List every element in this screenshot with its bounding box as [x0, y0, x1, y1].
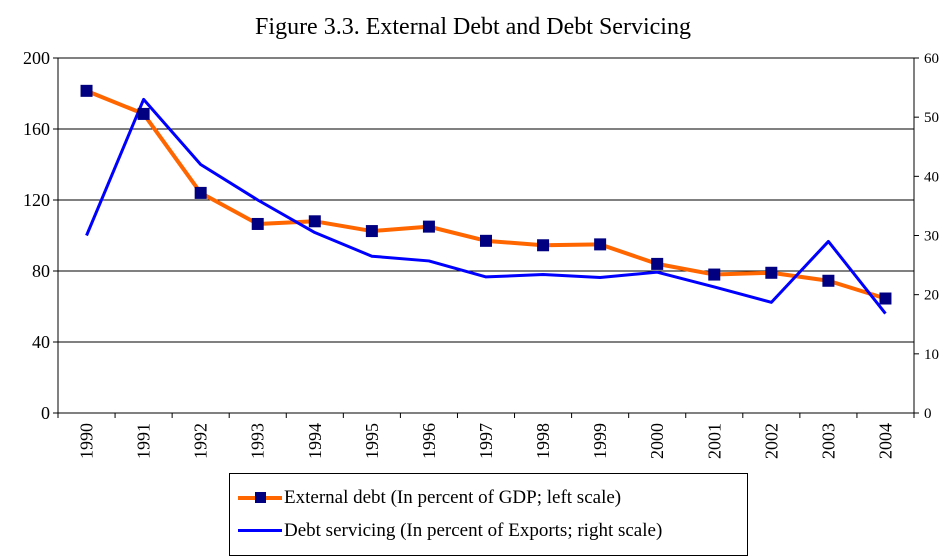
right-tick-label-50: 50	[924, 110, 939, 126]
x-tick-label-2003: 2003	[818, 423, 838, 459]
external-debt-marker-1990	[80, 84, 93, 97]
right-tick-label-10: 10	[924, 347, 939, 363]
x-tick-label-2000: 2000	[647, 423, 667, 459]
external-debt-marker-1998	[537, 239, 550, 252]
x-tick-label-1993: 1993	[248, 423, 268, 459]
external-debt-marker-1995	[365, 225, 378, 238]
x-tick-label-1997: 1997	[476, 423, 496, 459]
external-debt-marker-2001	[708, 268, 721, 281]
external-debt-marker-1993	[251, 217, 264, 230]
chart-title: Figure 3.3. External Debt and Debt Servi…	[255, 14, 691, 40]
legend-swatch-debt-servicing	[238, 523, 282, 539]
right-tick-label-60: 60	[924, 51, 939, 67]
x-tick-label-1991: 1991	[134, 423, 154, 459]
external-debt-marker-1997	[480, 234, 492, 247]
x-tick-label-1996: 1996	[419, 423, 439, 459]
series-line-debt-servicing	[85, 97, 887, 315]
x-tick-label-2001: 2001	[704, 423, 724, 459]
legend-swatch-external-debt	[238, 490, 282, 506]
left-tick-label-0: 0	[41, 403, 50, 423]
legend-item-external-debt: External debt (In percent of GDP; left s…	[238, 484, 621, 512]
external-debt-marker-2004	[879, 292, 892, 305]
legend-label-debt-servicing: Debt servicing (In percent of Exports; r…	[284, 520, 663, 541]
left-tick-label-200: 200	[23, 48, 50, 68]
x-tick-label-1990: 1990	[77, 423, 97, 459]
left-tick-label-160: 160	[23, 119, 50, 139]
external-debt-marker-1992	[194, 186, 207, 199]
left-tick-label-80: 80	[32, 261, 50, 281]
external-debt-marker-1991	[137, 107, 150, 120]
legend-label-external-debt: External debt (In percent of GDP; left s…	[284, 487, 622, 508]
x-tick-label-1992: 1992	[191, 423, 211, 459]
axes	[53, 57, 919, 418]
right-tick-label-30: 30	[924, 229, 939, 245]
x-tick-label-2002: 2002	[761, 423, 781, 459]
right-tick-label-40: 40	[924, 169, 939, 185]
external-debt-marker-1996	[422, 220, 435, 233]
external-debt-marker-2000	[651, 257, 664, 270]
external-debt-marker-1994	[308, 215, 321, 228]
x-tick-label-1999: 1999	[590, 423, 610, 459]
left-tick-label-40: 40	[32, 332, 50, 352]
external-debt-marker-1999	[594, 238, 607, 251]
x-tick-label-1995: 1995	[362, 423, 382, 459]
external-debt-marker-2002	[765, 266, 778, 279]
right-tick-label-0: 0	[924, 406, 932, 422]
right-tick-label-20: 20	[924, 288, 939, 304]
x-tick-label-2004: 2004	[875, 423, 895, 459]
left-tick-label-120: 120	[23, 190, 50, 210]
x-tick-label-1998: 1998	[533, 423, 553, 459]
legend-item-debt-servicing: Debt servicing (In percent of Exports; r…	[238, 517, 662, 545]
legend: External debt (In percent of GDP; left s…	[229, 473, 748, 556]
x-tick-label-1994: 1994	[305, 423, 325, 459]
external-debt-marker-2003	[822, 274, 835, 287]
grid-lines	[58, 57, 914, 343]
series-layer	[80, 84, 892, 315]
